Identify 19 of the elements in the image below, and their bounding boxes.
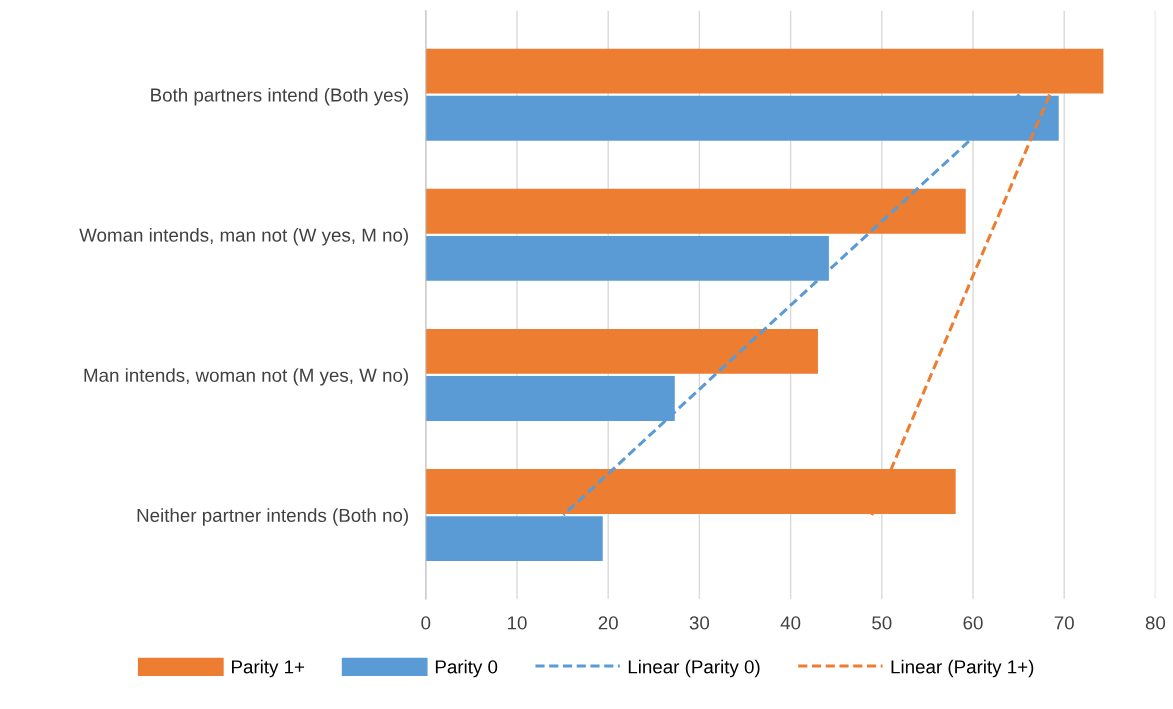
- legend-label: Linear (Parity 1+): [891, 659, 1034, 678]
- x-tick-label: 80: [1145, 616, 1166, 630]
- x-tick-label: 50: [872, 616, 892, 630]
- x-tick-label: 40: [780, 616, 801, 630]
- x-tick-label: 70: [1054, 616, 1074, 630]
- legend-label: Parity 1+: [232, 659, 305, 678]
- x-tick-label: 10: [508, 616, 527, 630]
- y-tick-label: Both partners intend (Both yes): [151, 87, 408, 106]
- x-tick-label: 60: [963, 616, 983, 630]
- x-tick-label: 30: [689, 616, 710, 630]
- y-tick-label: Woman intends, man not (W yes, M no): [79, 228, 408, 246]
- legend-label: Linear (Parity 0): [628, 659, 760, 678]
- y-tick-label: Man intends, woman not (M yes, W no): [84, 368, 408, 386]
- bar: [425, 188, 966, 234]
- legend-label: Parity 0: [435, 659, 498, 678]
- x-tick-label: 0: [421, 616, 431, 630]
- x-tick-label: 20: [598, 616, 618, 630]
- y-tick-label: Neither partner intends (Both no): [137, 508, 408, 526]
- bar: [425, 328, 818, 374]
